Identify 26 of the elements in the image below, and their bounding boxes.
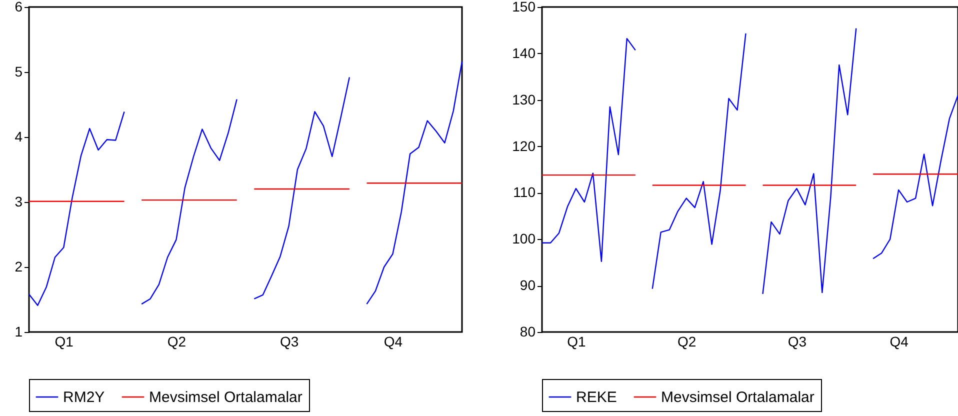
y-tick-label: 2 [14,258,23,274]
y-tick-label: 80 [520,324,536,340]
x-tick-label: Q3 [788,334,807,350]
legend-label: Mevsimsel Ortalamalar [661,389,814,406]
y-tick-label: 100 [512,230,536,247]
legend-label: REKE [576,389,617,406]
x-tick-label: Q1 [567,334,586,350]
x-tick-label: Q1 [54,334,74,350]
x-tick-label: Q4 [384,334,403,350]
y-tick-label: 4 [14,128,23,144]
x-tick-label: Q3 [280,334,299,350]
y-tick-label: 120 [512,138,536,154]
x-tick-label: Q4 [890,334,909,350]
y-tick-label: 6 [14,0,23,14]
y-tick-label: 130 [512,91,536,108]
y-tick-label: 140 [512,44,536,61]
legend-label: Mevsimsel Ortalamalar [149,389,302,406]
legend-label: RM2Y [63,389,105,406]
x-tick-label: Q2 [167,334,186,350]
y-tick-label: 150 [512,0,536,14]
y-tick-label: 5 [14,64,23,80]
y-tick-label: 90 [520,277,536,294]
y-tick-label: 3 [14,194,23,210]
y-tick-label: 110 [513,184,536,200]
x-tick-label: Q2 [677,334,696,350]
y-tick-label: 1 [14,324,23,340]
